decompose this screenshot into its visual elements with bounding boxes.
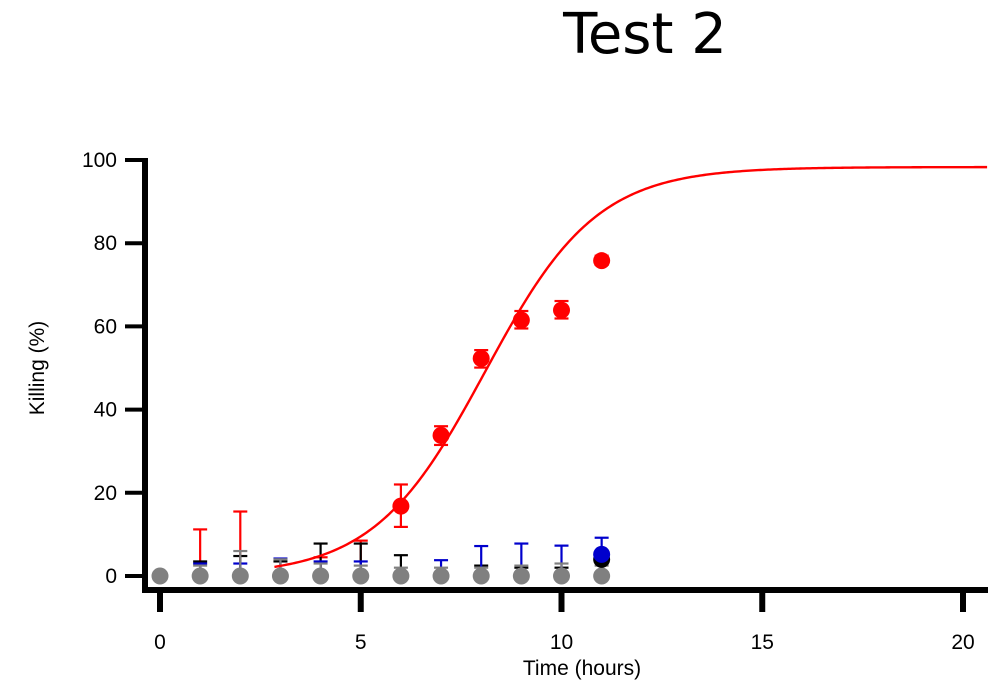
error-bars — [193, 254, 609, 576]
axes: 0 20 40 60 80 100 0 5 10 15 20 — [82, 149, 988, 654]
data-point — [553, 567, 570, 585]
data-point — [432, 567, 450, 585]
data-point — [352, 567, 370, 585]
x-tick-label: 15 — [751, 631, 774, 654]
data-point — [472, 349, 490, 367]
y-tick-label: 20 — [94, 482, 117, 505]
x-tick-label: 5 — [355, 631, 367, 654]
data-points — [151, 252, 611, 585]
x-tick-label: 10 — [550, 631, 573, 654]
data-point — [392, 567, 410, 585]
y-tick-label: 80 — [94, 232, 117, 255]
y-tick-label: 0 — [105, 565, 117, 588]
y-tick-label: 60 — [94, 315, 117, 338]
data-point — [593, 545, 611, 563]
data-point — [312, 567, 330, 585]
data-point — [593, 567, 611, 585]
data-point — [432, 426, 450, 444]
fit-curve-layer — [274, 165, 988, 569]
y-tick-label: 40 — [94, 399, 117, 422]
data-point — [271, 567, 289, 585]
x-tick-label: 0 — [154, 631, 166, 654]
data-point — [593, 252, 611, 270]
data-point — [151, 567, 169, 585]
data-point — [512, 311, 530, 329]
chart-title: Test 2 — [563, 2, 727, 67]
y-axis-label: Killing (%) — [26, 321, 49, 416]
y-tick-label: 100 — [82, 149, 117, 172]
data-point — [231, 567, 249, 585]
x-axis-label: Time (hours) — [523, 657, 641, 680]
data-point — [512, 567, 530, 585]
data-point — [472, 567, 490, 585]
data-point — [191, 567, 209, 585]
data-point — [553, 301, 570, 319]
data-point — [392, 497, 410, 515]
fit-curve — [274, 165, 988, 569]
x-tick-label: 20 — [951, 631, 974, 654]
